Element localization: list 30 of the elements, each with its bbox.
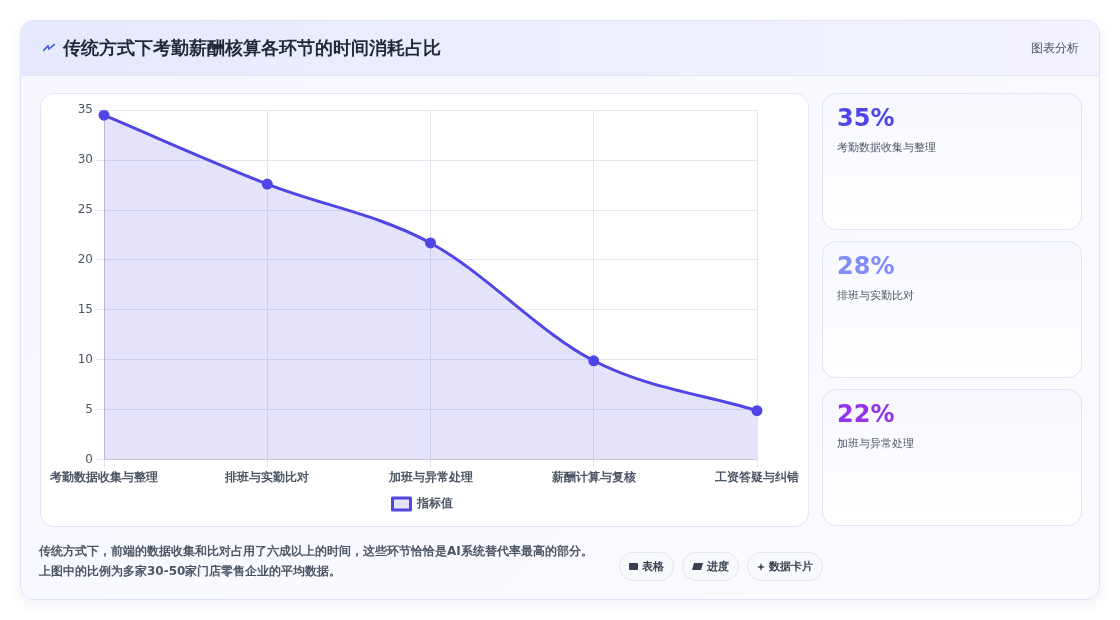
x-tick-label: 工资答疑与纠错 [714,469,799,484]
point [751,405,763,417]
text: 传统方式下，前端的数据收集和比对占用了六成以上的时间，这些环节恰恰是AI系统替代率最高的部分。上图中的比例为多家30-50家门店零售企业的平均数据。 [39,543,594,580]
text: 加班与异常处理 [837,436,914,451]
text: 35% [837,104,895,132]
point [588,355,600,367]
y-tick-label: 20 [77,252,93,267]
x-tick-label: 考勤数据收集与整理 [49,469,158,484]
text: 28% [837,252,895,280]
x-tick-label: 排班与实勤比对 [224,469,310,484]
text: 表格 [642,559,664,574]
text: 图表分析 [1031,39,1079,57]
y-tick-label: 15 [77,301,93,316]
y-tick-label: 30 [77,152,93,167]
text: 排班与实勤比对 [837,288,914,303]
text: 进度 [707,559,729,574]
text: 22% [837,400,895,428]
text: 考勤数据收集与整理 [837,140,936,155]
y-tick-label: 0 [85,451,93,466]
y-tick-label: 10 [77,351,93,366]
y-tick-label: 25 [77,202,93,217]
x-tick-label: 薪酬计算与复核 [550,469,636,484]
point [425,237,436,249]
text: 数据卡片 [769,559,813,574]
x-tick-label: 加班与异常处理 [387,469,473,484]
legend-label: 指标值 [415,496,453,511]
chart-title: 传统方式下考勤薪酬核算各环节的时间消耗占比 [63,36,441,60]
y-tick-label: 5 [85,401,93,416]
y-tick-label: 35 [77,102,93,117]
point [261,178,273,190]
